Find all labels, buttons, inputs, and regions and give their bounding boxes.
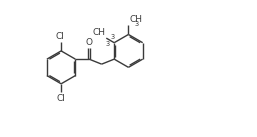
- Text: Cl: Cl: [57, 94, 66, 103]
- Text: O: O: [86, 38, 93, 47]
- Text: 3: 3: [105, 41, 109, 47]
- Text: 3: 3: [135, 21, 139, 27]
- Text: Cl: Cl: [56, 32, 65, 41]
- Text: 3: 3: [111, 34, 115, 40]
- Text: CH: CH: [92, 28, 105, 37]
- Text: CH: CH: [129, 15, 142, 24]
